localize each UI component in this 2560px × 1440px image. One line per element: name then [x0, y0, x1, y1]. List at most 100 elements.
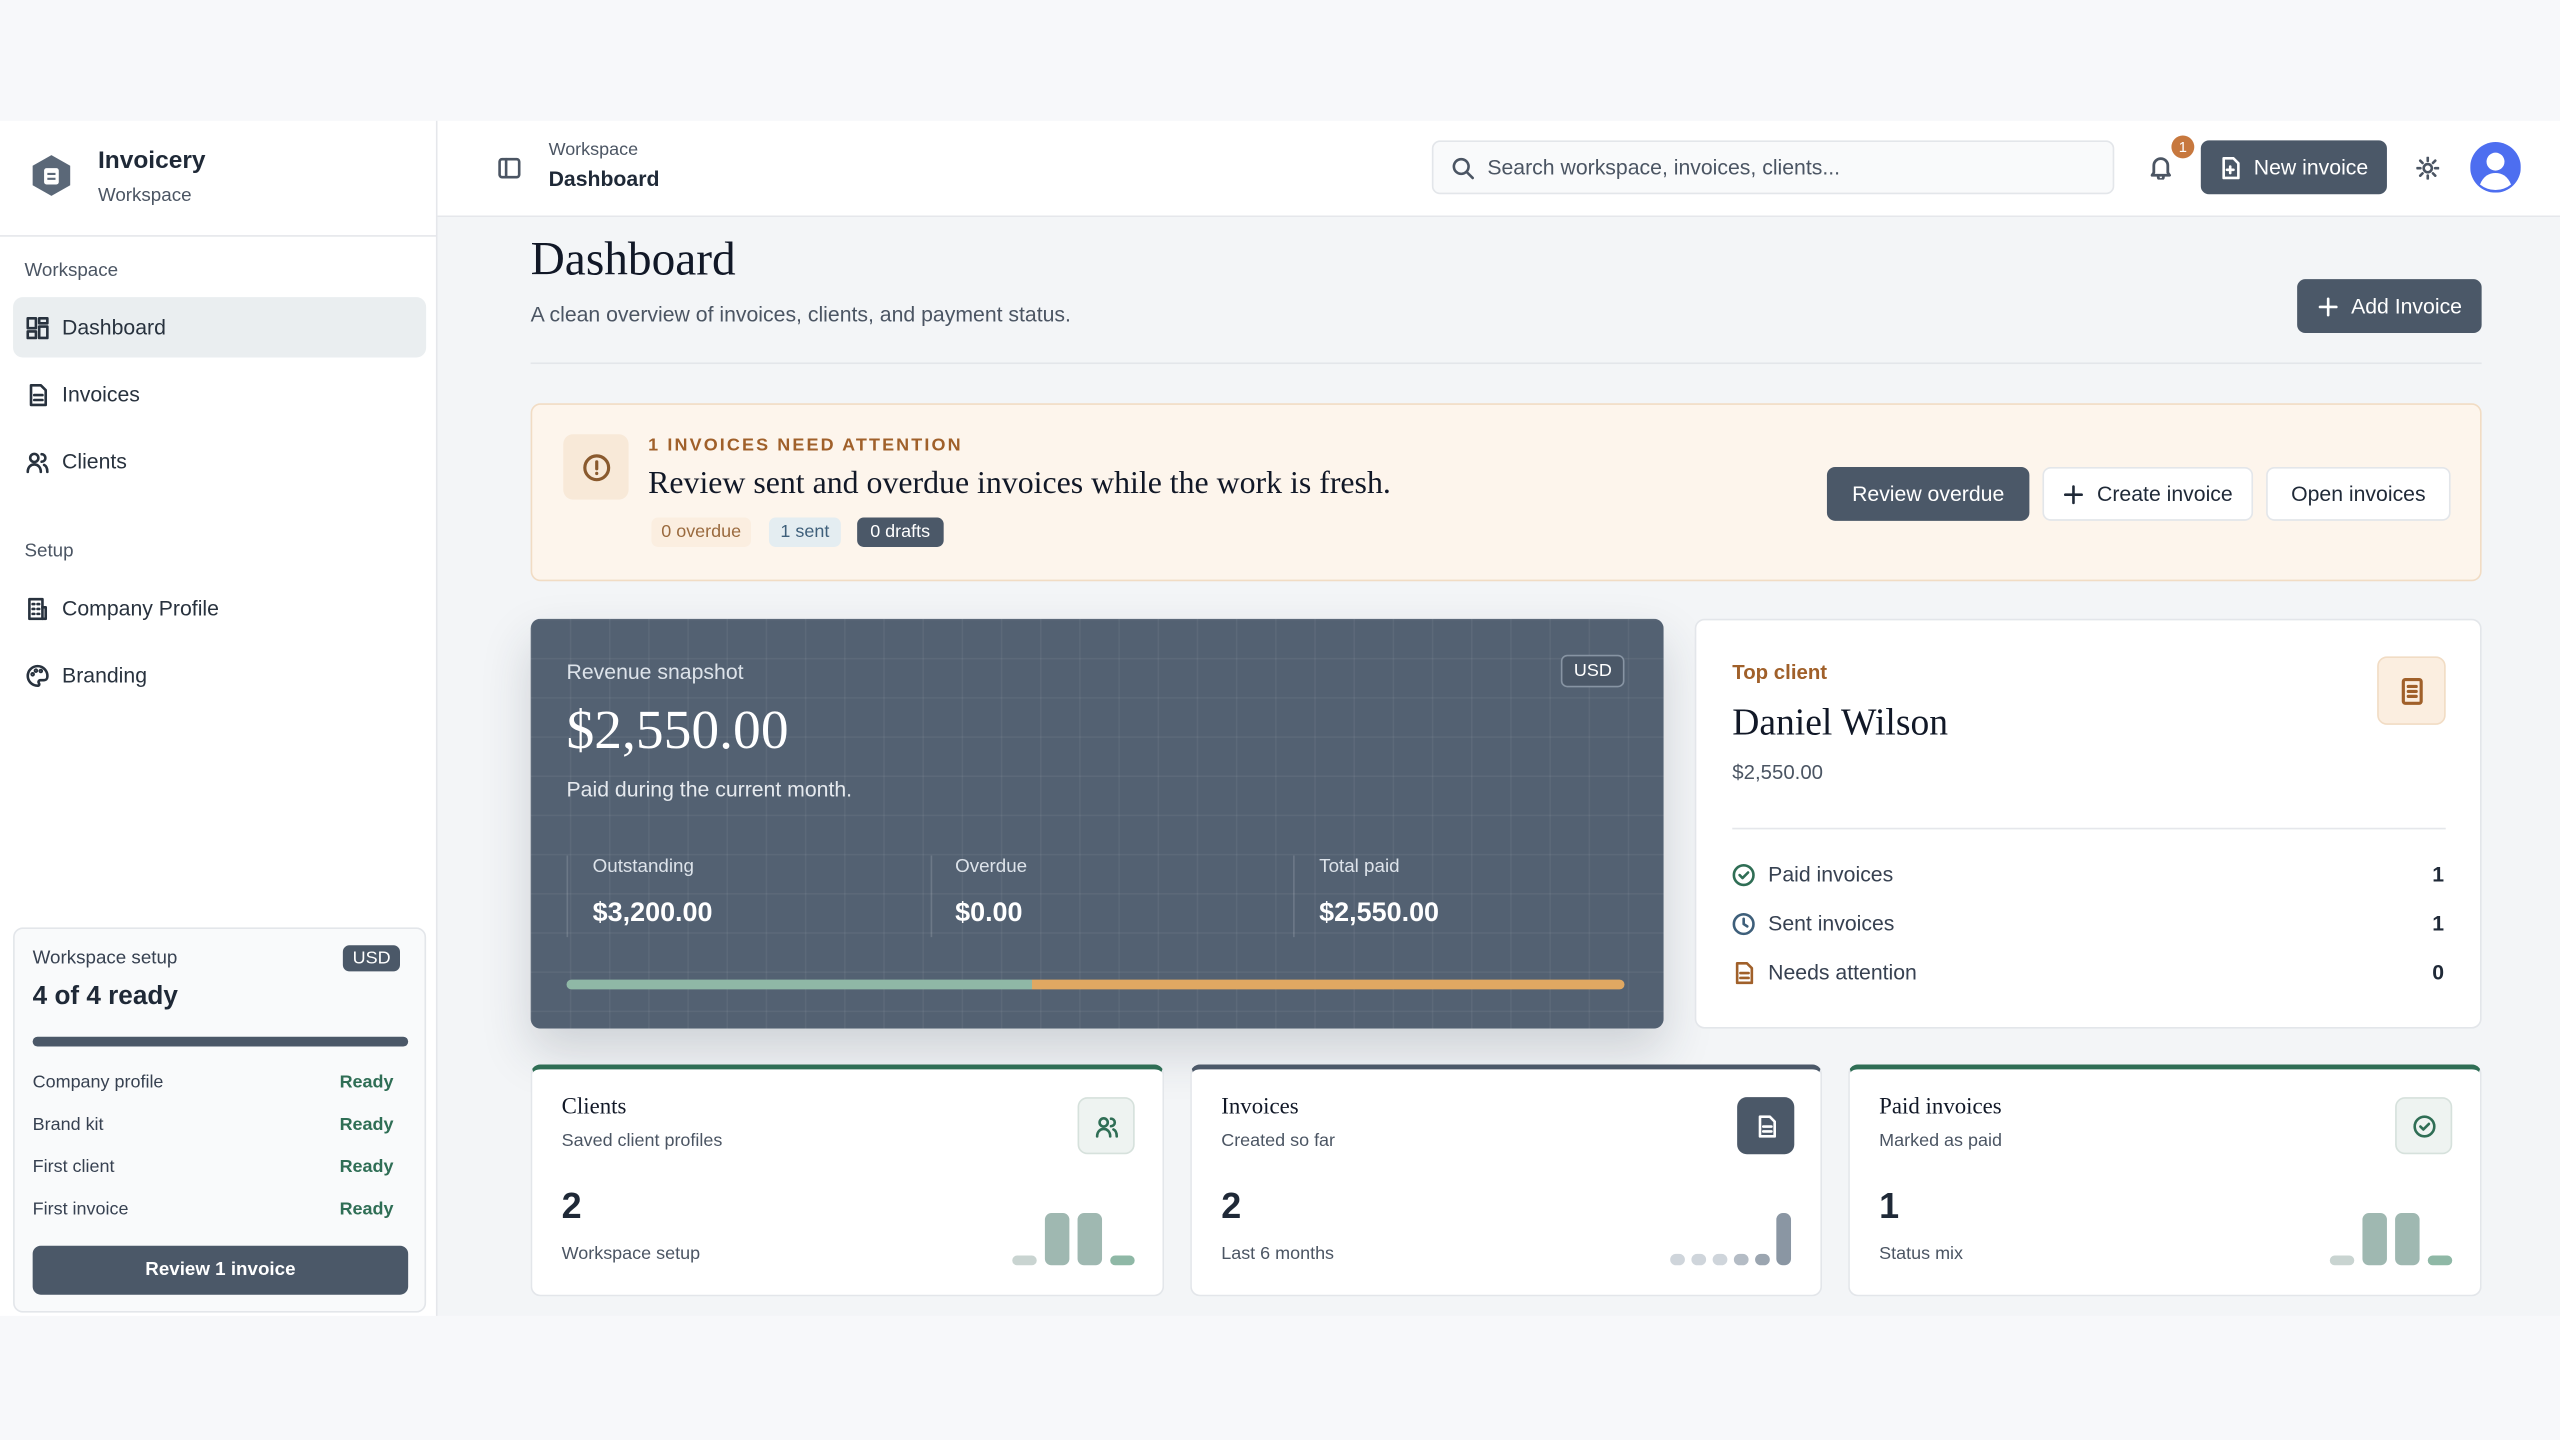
top-client-label: Top client	[1732, 661, 1828, 685]
nav-item[interactable]: Clients	[13, 431, 426, 491]
row-label: Sent invoices	[1768, 911, 1895, 936]
icon	[26, 663, 49, 687]
sparkline-bar	[2329, 1255, 2355, 1266]
icon	[1095, 1116, 1118, 1137]
nav-label: Invoices	[62, 382, 140, 407]
section-label: Setup	[24, 542, 74, 562]
button-label: New invoice	[2253, 155, 2369, 180]
stat-card-title: Clients	[561, 1095, 627, 1120]
icon	[1735, 961, 1754, 985]
sparkline-bar	[1670, 1253, 1685, 1266]
nav-item[interactable]: Invoices	[13, 364, 426, 424]
page-subtitle: A clean overview of invoices, clients, a…	[530, 302, 1071, 327]
sparkline-bar	[1776, 1213, 1792, 1266]
icon	[2412, 1114, 2435, 1137]
add-invoice-button[interactable]: Add Invoice	[2297, 279, 2482, 334]
setup-item: First invoice	[32, 1200, 129, 1220]
notification-badge: 1	[2171, 135, 2195, 159]
currency-badge: USD	[342, 945, 401, 972]
client-amount: $2,550.00	[1732, 760, 1824, 784]
breadcrumb-parent: Workspace	[548, 140, 639, 160]
icon	[28, 597, 48, 620]
sparkline-bar	[1044, 1213, 1070, 1266]
nav-item[interactable]: Company Profile	[13, 578, 426, 638]
row-value: 0	[2432, 959, 2445, 985]
top-bar: Workspace Dashboard Search workspace, in…	[437, 120, 2560, 218]
icon	[2064, 484, 2084, 504]
sparkline-bar	[1077, 1213, 1103, 1266]
setup-item-status: Ready	[339, 1157, 394, 1178]
icon	[1757, 1114, 1776, 1137]
divider	[530, 362, 2482, 365]
stat-value: $3,200.00	[592, 897, 713, 928]
icon	[2400, 677, 2422, 705]
stat-card-title: Invoices	[1221, 1095, 1299, 1120]
nav-label: Dashboard	[62, 315, 166, 340]
notifications[interactable]	[2149, 155, 2173, 180]
setup-item: First client	[32, 1157, 115, 1178]
stat-card[interactable]: Paid invoices Marked as paid 1 Status mi…	[1848, 1064, 2482, 1297]
create-invoice-button[interactable]: Create invoice	[2042, 466, 2254, 521]
stat-label: Overdue	[955, 857, 1028, 877]
sidebar: Invoicery Workspace Workspace Dashboard …	[0, 120, 438, 1316]
stat-card-icon	[2395, 1097, 2453, 1155]
review-overdue-button[interactable]: Review overdue	[1826, 466, 2030, 521]
chip: 1 sent	[768, 517, 841, 547]
alert-icon	[563, 434, 629, 500]
setup-card: Workspace setup USD 4 of 4 ready Company…	[13, 927, 427, 1313]
open-invoices-button[interactable]: Open invoices	[2266, 466, 2451, 521]
setup-status: 4 of 4 ready	[32, 982, 178, 1011]
stat-label: Total paid	[1319, 857, 1400, 877]
icon	[29, 383, 48, 406]
stat-card[interactable]: Clients Saved client profiles 2 Workspac…	[530, 1064, 1165, 1297]
stat-card-subtitle: Saved client profiles	[561, 1131, 723, 1152]
button-label: Create invoice	[2097, 481, 2233, 507]
button-label: Add Invoice	[2351, 293, 2462, 319]
theme-toggle[interactable]	[2416, 156, 2440, 180]
stat-divider	[930, 855, 933, 938]
sparkline-bar	[2362, 1213, 2387, 1266]
avatar[interactable]	[2470, 142, 2521, 193]
icon	[2318, 296, 2338, 316]
currency-badge: USD	[1560, 654, 1625, 688]
stat-card-subtitle: Marked as paid	[1879, 1131, 2002, 1152]
stat-card-caption: Last 6 months	[1221, 1244, 1335, 1264]
stat-card-value: 1	[1879, 1185, 1900, 1227]
sidebar-toggle[interactable]	[498, 157, 521, 180]
chip: 0 overdue	[651, 517, 751, 547]
stat-card-icon	[1077, 1097, 1135, 1155]
review-button[interactable]: Review 1 invoice	[32, 1245, 409, 1295]
setup-item: Company profile	[32, 1072, 164, 1093]
sparkline-bar	[1733, 1253, 1749, 1266]
brand-subtitle: Workspace	[97, 186, 192, 206]
sparkline-bar	[2427, 1255, 2453, 1266]
chip: 0 drafts	[857, 517, 944, 547]
new-invoice-button[interactable]: New invoice	[2200, 140, 2387, 195]
sparkline-bar	[1110, 1255, 1135, 1266]
stat-card-caption: Workspace setup	[561, 1244, 701, 1264]
row-label: Paid invoices	[1768, 862, 1894, 887]
nav-item[interactable]: Dashboard	[13, 297, 427, 358]
search-box[interactable]: Search workspace, invoices, clients...	[1431, 140, 2115, 195]
setup-item-status: Ready	[339, 1072, 394, 1093]
icon	[1732, 912, 1755, 936]
setup-item-status: Ready	[339, 1200, 394, 1220]
stat-card[interactable]: Invoices Created so far 2 Last 6 months	[1190, 1064, 1823, 1297]
icon	[2223, 156, 2241, 179]
breadcrumb-current: Dashboard	[548, 166, 660, 192]
sparkline-bar	[1691, 1253, 1707, 1266]
search-placeholder: Search workspace, invoices, clients...	[1487, 155, 1841, 180]
top-client-card: Top client Daniel Wilson $2,550.00 Paid …	[1694, 618, 2482, 1029]
icon	[582, 453, 610, 481]
setup-progress	[32, 1036, 409, 1047]
stat-card-icon	[1737, 1097, 1795, 1155]
revenue-note: Paid during the current month.	[566, 777, 853, 802]
icon	[1732, 863, 1755, 887]
stat-card-subtitle: Created so far	[1221, 1131, 1336, 1152]
nav-item[interactable]: Branding	[13, 645, 426, 705]
sparkline-bar	[1012, 1255, 1037, 1266]
setup-item: Brand kit	[32, 1115, 104, 1135]
nav-label: Company Profile	[62, 595, 219, 621]
sparkline-bar	[1712, 1253, 1728, 1266]
